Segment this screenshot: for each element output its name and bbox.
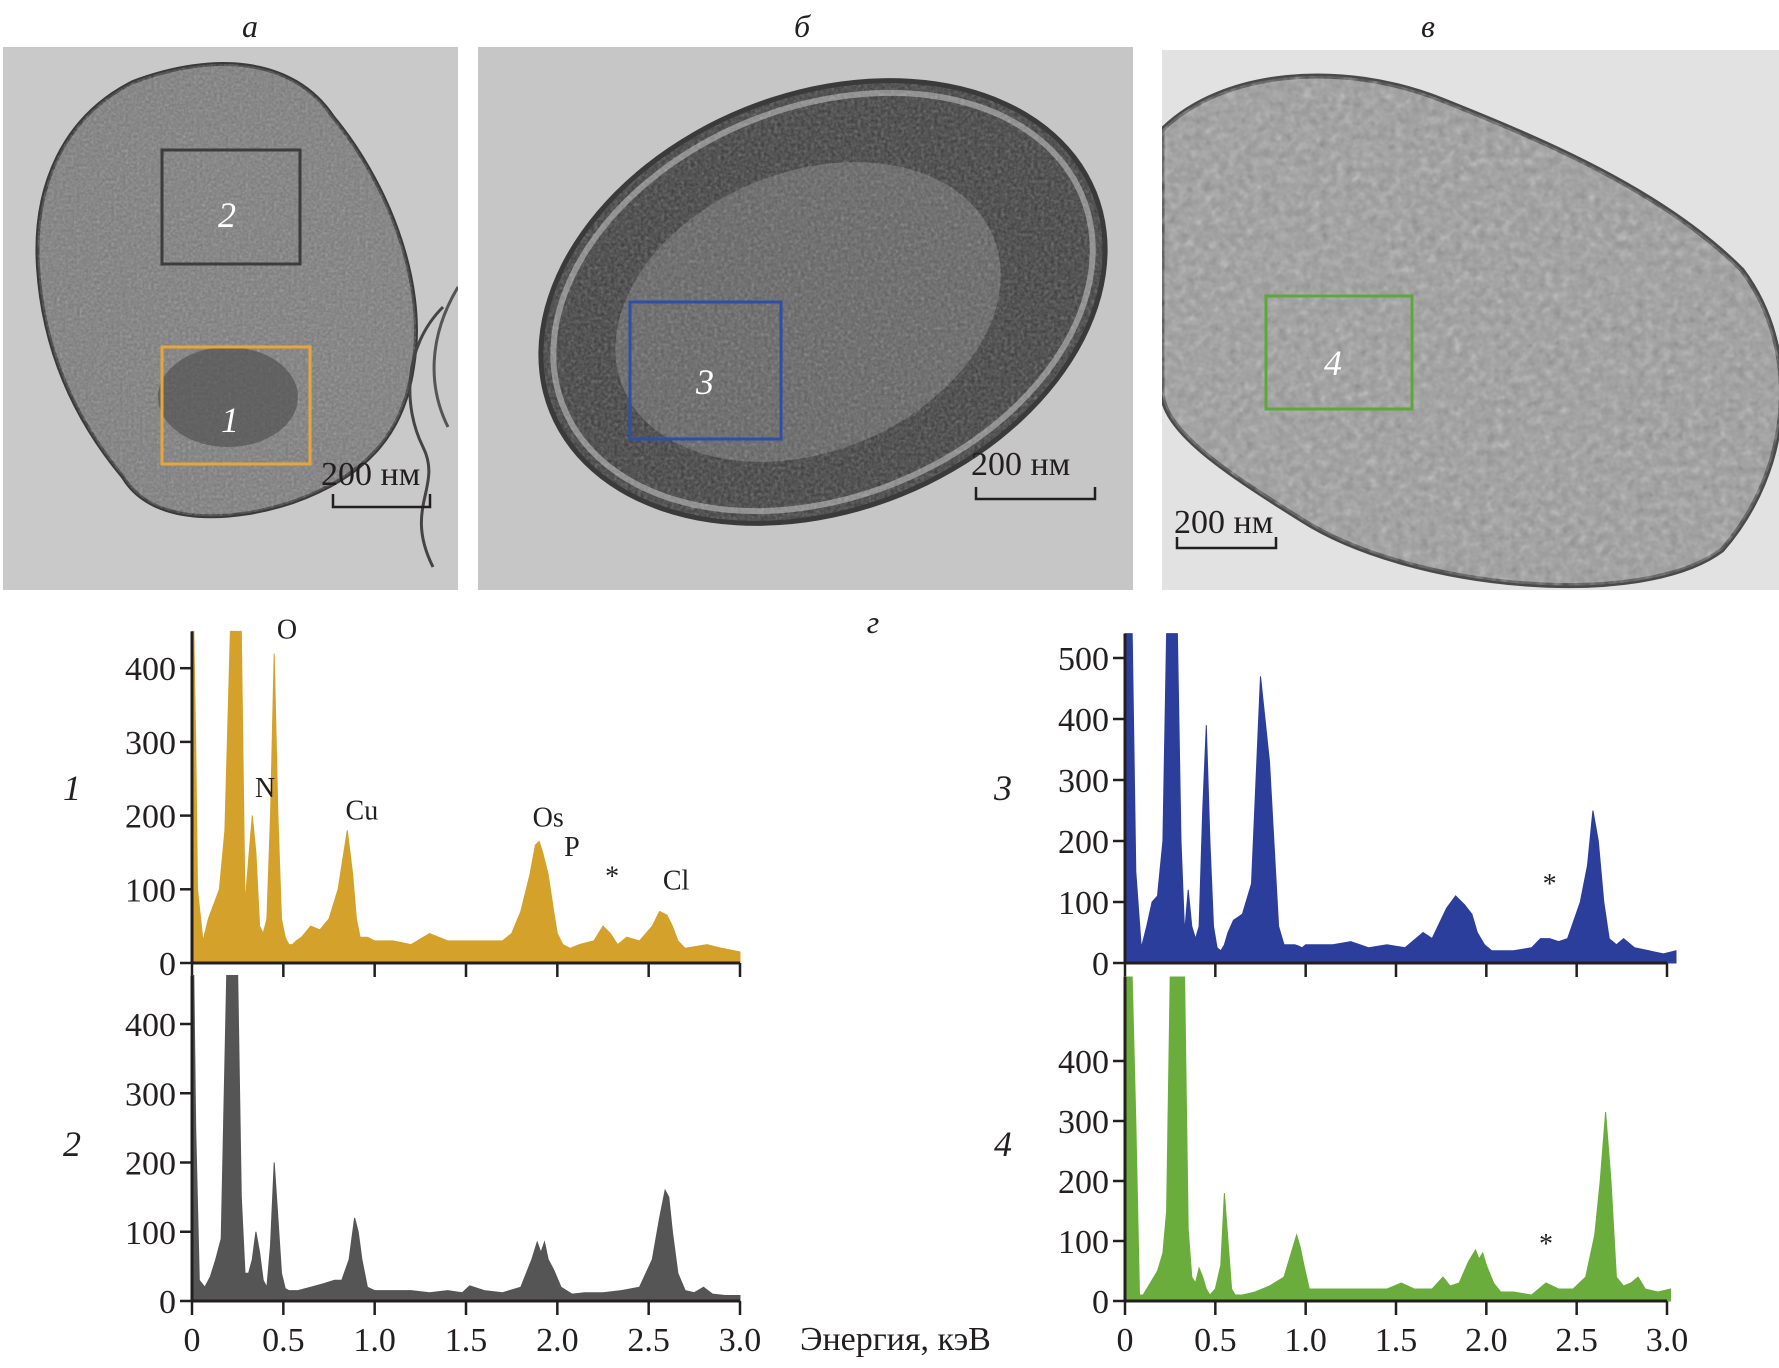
spectrum-3-ytick-label: 100 xyxy=(1058,885,1109,922)
x-axis-label: Энергия, кэВ xyxy=(800,1321,991,1358)
spectrum-1-peak-label: P xyxy=(564,832,580,863)
spectrum-1-ytick-label: 100 xyxy=(125,872,176,909)
scale-bar-c xyxy=(1175,537,1278,550)
roi-box-3 xyxy=(628,300,783,441)
spectrum-4-ytick-label: 200 xyxy=(1058,1164,1109,1201)
spectrum-3-ytick-label: 500 xyxy=(1058,641,1109,678)
spectrum-4-peak-label: * xyxy=(1539,1229,1553,1260)
panel-label-b: б xyxy=(793,8,811,44)
scale-bar-label-a: 200 нм xyxy=(321,456,420,493)
spectrum-2-area xyxy=(191,975,741,1302)
micrograph-c: 4 200 нм xyxy=(1162,50,1779,590)
roi-label-2: 2 xyxy=(218,195,236,235)
spectrum-2-xtick-label: 0 xyxy=(184,1322,201,1359)
micrograph-b: 3 200 нм xyxy=(478,47,1133,590)
spectrum-1-peak-label: Cu xyxy=(346,795,379,826)
scale-bar-a xyxy=(331,494,432,509)
spectrum-2-xtick-label: 2.5 xyxy=(627,1322,670,1359)
spectrum-2-ytick-label: 400 xyxy=(125,1007,176,1044)
roi-label-3: 3 xyxy=(695,362,714,402)
spectrum-4-xtick-label: 3.0 xyxy=(1646,1322,1689,1359)
spectrum-3-area xyxy=(1124,633,1677,964)
spectrum-1-peak-label: * xyxy=(605,862,619,893)
spectrum-1-peak-label: Os xyxy=(533,803,564,834)
spectrum-1-peak-label: O xyxy=(277,615,297,646)
spectrum-3-ytick-label: 400 xyxy=(1058,702,1109,739)
spectrum-2-xtick-label: 1.0 xyxy=(353,1322,396,1359)
roi-box-2 xyxy=(160,148,302,266)
spectrum-1-number: 1 xyxy=(63,768,81,808)
spectrum-2-ytick-label: 300 xyxy=(125,1076,176,1113)
spectrum-2-ytick-label: 200 xyxy=(125,1146,176,1183)
panel-label-d: г xyxy=(866,604,880,640)
spectrum-3-ytick-label: 200 xyxy=(1058,824,1109,861)
spectrum-1-ytick-label: 400 xyxy=(125,651,176,688)
scale-bar-b xyxy=(974,487,1097,501)
spectrum-4-xtick-label: 0.5 xyxy=(1194,1322,1237,1359)
spectrum-4-xtick-label: 1.0 xyxy=(1284,1322,1327,1359)
spectrum-1-ytick-label: 300 xyxy=(125,725,176,762)
spectrum-1-peak-label: N xyxy=(255,773,275,804)
roi-label-1: 1 xyxy=(221,400,239,440)
spectrum-4-number: 4 xyxy=(994,1124,1012,1164)
spectrum-4-xtick-label: 0 xyxy=(1117,1322,1134,1359)
spectrum-4-ytick-label: 300 xyxy=(1058,1104,1109,1141)
spectrum-2-number: 2 xyxy=(63,1124,81,1164)
spectrum-1-ytick-label: 200 xyxy=(125,799,176,836)
roi-box-1 xyxy=(160,345,312,466)
spectrum-3-ytick-label: 300 xyxy=(1058,763,1109,800)
spectrum-2-ytick-label: 0 xyxy=(159,1284,176,1321)
scale-bar-label-c: 200 нм xyxy=(1174,504,1273,541)
spectrum-4-ytick-label: 400 xyxy=(1058,1044,1109,1081)
roi-box-4 xyxy=(1264,294,1414,411)
spectrum-1-ytick-label: 0 xyxy=(159,946,176,983)
panel-label-c: в xyxy=(1421,8,1435,44)
spectrum-3-number: 3 xyxy=(993,768,1012,808)
spectrum-3-peak-label: * xyxy=(1543,869,1557,900)
spectrum-2-xtick-label: 1.5 xyxy=(445,1322,488,1359)
spectrum-4-ytick-label: 0 xyxy=(1092,1284,1109,1321)
spectrum-4-area xyxy=(1124,976,1672,1302)
spectrum-4-ytick-label: 100 xyxy=(1058,1224,1109,1261)
spectrum-2-ytick-label: 100 xyxy=(125,1215,176,1252)
spectrum-4-xtick-label: 2.5 xyxy=(1555,1322,1598,1359)
spectrum-3-ytick-label: 0 xyxy=(1092,946,1109,983)
spectrum-2-xtick-label: 0.5 xyxy=(262,1322,305,1359)
spectrum-2-xtick-label: 2.0 xyxy=(536,1322,579,1359)
spectrum-4-xtick-label: 1.5 xyxy=(1375,1322,1418,1359)
panel-label-a: а xyxy=(242,8,258,44)
scale-bar-label-b: 200 нм xyxy=(971,446,1070,483)
spectrum-1-peak-label: Cl xyxy=(663,865,690,896)
spectrum-2-xtick-label: 3.0 xyxy=(719,1322,762,1359)
micrograph-a: 2 1 200 нм xyxy=(3,47,458,590)
roi-label-4: 4 xyxy=(1324,343,1342,383)
spectrum-1-area xyxy=(191,630,741,964)
spectrum-4-xtick-label: 2.0 xyxy=(1465,1322,1508,1359)
